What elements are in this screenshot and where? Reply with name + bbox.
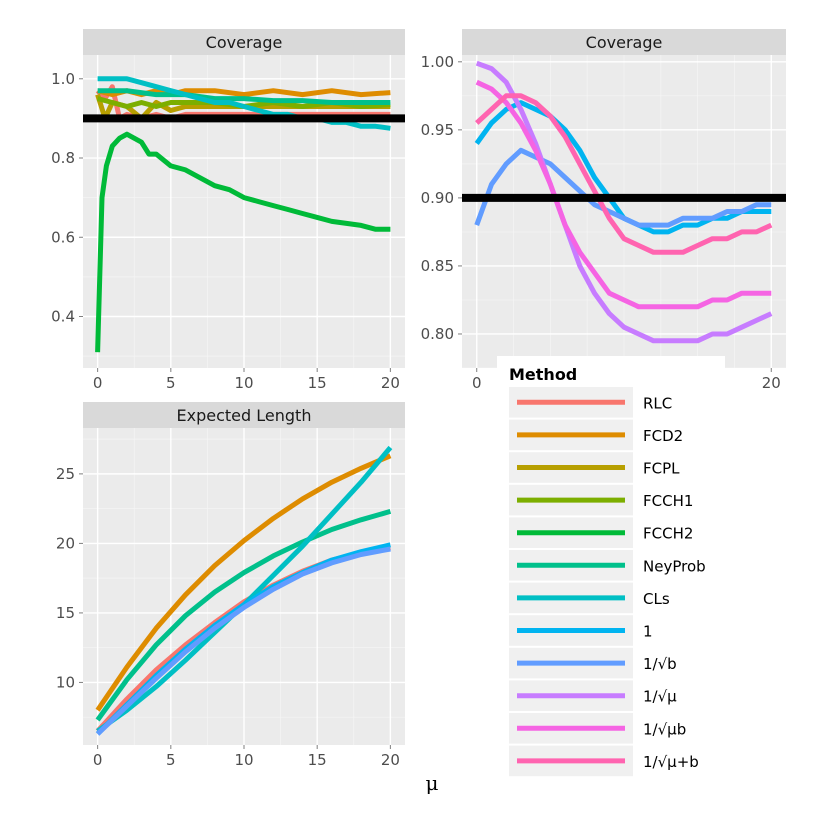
legend-label: 1/√μ+b — [643, 753, 699, 771]
legend-label: CLs — [643, 590, 670, 608]
legend-label: 1 — [643, 623, 653, 641]
panel-expected-length: Expected Length 10 15 20 25 0 5 10 15 20 — [56, 402, 405, 769]
x-tick-label: 20 — [762, 374, 781, 392]
x-tick-label: 10 — [234, 751, 253, 769]
legend-item-cls: CLs — [509, 582, 670, 614]
strip-coverage-right — [462, 29, 786, 55]
series-line-neyprob-expected-length — [95, 508, 392, 722]
legend-item-1: 1 — [509, 615, 653, 646]
series-group-coverage-left — [83, 76, 405, 353]
x-tick-label: 5 — [166, 374, 176, 392]
x-tick-label: 20 — [381, 751, 400, 769]
x-tick-label: 15 — [308, 374, 327, 392]
series-line-1-b-expected-length — [95, 546, 391, 736]
legend-label: 1/√μb — [643, 720, 686, 738]
y-tick-label: 0.85 — [421, 257, 454, 275]
strip-title-coverage-left: Coverage — [206, 33, 283, 52]
series-group-coverage-right — [462, 60, 786, 344]
legend-title: Method — [509, 365, 577, 384]
legend-item-1-b: 1/√μ+b — [509, 745, 699, 777]
series-line-neyprob-coverage-left — [97, 88, 391, 105]
y-tick-label: 0.6 — [51, 228, 75, 246]
legend-label: FCPL — [643, 460, 680, 478]
strip-coverage-left — [83, 29, 405, 55]
legend-item-rlc: RLC — [509, 387, 672, 418]
legend-item-fcch1: FCCH1 — [509, 484, 693, 516]
y-tick-label: 0.8 — [51, 149, 75, 167]
legend-label: FCCH1 — [643, 492, 693, 510]
y-tick-label: 0.95 — [421, 121, 454, 139]
x-tick-label: 0 — [93, 751, 103, 769]
legend-item-neyprob: NeyProb — [509, 550, 706, 581]
y-tick-label: 10 — [56, 673, 75, 691]
x-tick-label: 5 — [166, 751, 176, 769]
legend-item-1: 1/√μ — [509, 680, 677, 711]
legend-item-fcch2: FCCH2 — [509, 517, 693, 548]
x-axis-title: μ — [426, 771, 439, 795]
legend-label: 1/√μ — [643, 688, 677, 706]
x-tick-label: 0 — [93, 374, 103, 392]
panel-coverage-left: Coverage 0.4 0.6 0.8 1.0 0 5 10 15 20 — [51, 29, 405, 392]
gridlines-expected-length — [83, 428, 405, 745]
y-tick-label: 0.90 — [421, 189, 454, 207]
y-tick-label: 1.00 — [421, 53, 454, 71]
series-line-1-b-coverage-right — [475, 93, 773, 255]
y-tick-label: 0.4 — [51, 307, 75, 325]
legend-label: FCD2 — [643, 427, 683, 445]
series-line-cls-coverage-left — [97, 76, 391, 131]
y-tick-label: 15 — [56, 604, 75, 622]
legend-item-fcpl: FCPL — [509, 452, 680, 483]
y-tick-label: 1.0 — [51, 70, 75, 88]
strip-title-coverage-right: Coverage — [586, 33, 663, 52]
series-line-fcd2-expected-length — [95, 453, 392, 712]
series-line-fcch2-coverage-left — [95, 131, 391, 353]
legend-item-fcd2: FCD2 — [509, 419, 683, 451]
y-tick-label: 25 — [56, 465, 75, 483]
legend-label: RLC — [643, 394, 672, 412]
series-line-1-coverage-right — [475, 60, 773, 344]
legend-label: FCCH2 — [643, 525, 693, 543]
y-tick-label: 20 — [56, 534, 75, 552]
strip-title-expected-length: Expected Length — [177, 406, 312, 425]
x-tick-label: 15 — [308, 751, 327, 769]
x-tick-label: 10 — [234, 374, 253, 392]
x-tick-label: 0 — [472, 374, 482, 392]
legend-label: 1/√b — [643, 655, 677, 673]
strip-expected-length — [83, 402, 405, 428]
legend: Method RLC FCD2 FCPL FCCH1 FCCH2 NeyProb CLs 1 1/… — [497, 356, 725, 777]
series-line-1-b-coverage-right — [474, 147, 772, 228]
x-tick-label: 20 — [381, 374, 400, 392]
legend-item-1-b: 1/√μb — [509, 713, 686, 744]
legend-label: NeyProb — [643, 557, 706, 575]
series-group-expected-length — [95, 445, 393, 736]
panel-coverage-right: Coverage 0.80 0.85 0.90 0.95 1.00 0 20 — [421, 29, 786, 392]
series-line-1-b-coverage-right — [475, 79, 772, 310]
y-tick-label: 0.80 — [421, 325, 454, 343]
legend-item-1-b: 1/√b — [509, 647, 677, 679]
